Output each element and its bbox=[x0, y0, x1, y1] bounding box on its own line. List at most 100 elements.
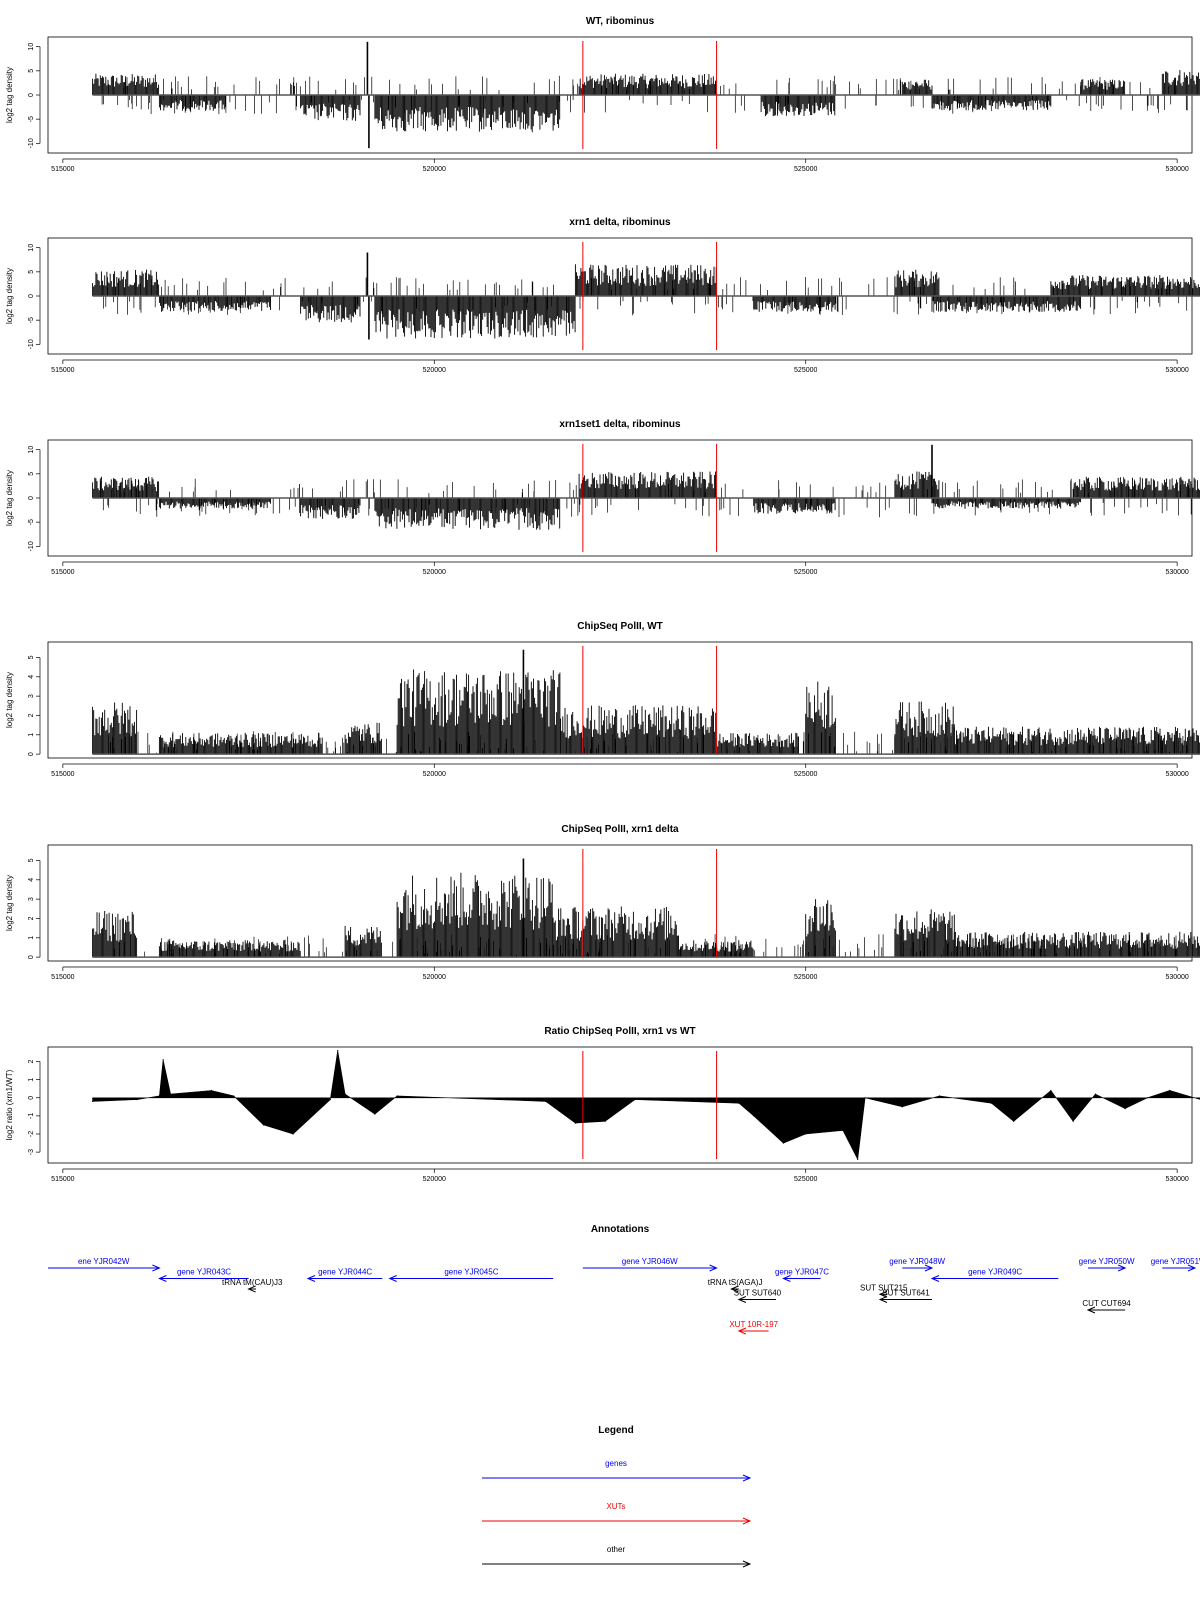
y-axis-label: log2 tag density bbox=[5, 67, 14, 123]
ratio-point-3 bbox=[158, 1095, 161, 1097]
coverage-bars bbox=[92, 858, 1200, 958]
ratio-point-16 bbox=[574, 1122, 577, 1124]
x-tick-label: 515000 bbox=[51, 1176, 74, 1183]
annotation-label: gene YJR046W bbox=[622, 1257, 678, 1266]
coverage-plus-region-1 bbox=[92, 702, 138, 755]
arrowhead bbox=[930, 1275, 940, 1282]
annotations-panel: Annotations ene YJR042W gene YJR043C gene Y… bbox=[48, 1224, 1200, 1335]
x-tick-label: 525000 bbox=[794, 1176, 817, 1183]
x-tick-label: 530000 bbox=[1165, 367, 1188, 374]
arrowhead bbox=[247, 1285, 256, 1293]
legend-panel: Legend genes XUTs other bbox=[482, 1425, 752, 1568]
y-tick-label: 5 bbox=[28, 270, 35, 274]
coverage-plus-region-9 bbox=[953, 931, 1200, 958]
ratio-point-14 bbox=[396, 1095, 398, 1097]
y-tick-label: 2 bbox=[28, 1059, 35, 1063]
coverage-plus-region-8 bbox=[894, 909, 955, 958]
y-tick-label: -10 bbox=[28, 541, 35, 551]
legend-label: genes bbox=[605, 1459, 627, 1468]
ratio-point-26 bbox=[901, 1106, 903, 1108]
legend-item-2: XUTs bbox=[482, 1502, 752, 1525]
ratio-point-20 bbox=[753, 1115, 755, 1117]
annotation-label: SUT SUT215 bbox=[860, 1283, 908, 1292]
arrowhead bbox=[737, 1327, 747, 1335]
coverage-plus-region-7 bbox=[805, 899, 836, 958]
x-tick-label: 515000 bbox=[51, 974, 74, 981]
y-tick-label: 2 bbox=[28, 916, 35, 920]
y-tick-label: 4 bbox=[28, 675, 35, 679]
arrowhead bbox=[730, 1285, 739, 1293]
ratio-point-2 bbox=[136, 1098, 138, 1101]
annotation-label: tRNA tM(CAU)J3 bbox=[222, 1278, 283, 1287]
panel-4: ChipSeq PolII, WT 5 4 3 2 1 0 log2 tag density 5… bbox=[5, 621, 1200, 778]
coverage-sparse-ticks bbox=[113, 934, 1193, 958]
arrowhead bbox=[742, 1517, 752, 1525]
coverage-sparse-ticks bbox=[107, 731, 1188, 755]
coverage-minus-region-5 bbox=[931, 296, 1081, 312]
x-tick-label: 520000 bbox=[423, 166, 446, 173]
arrowhead bbox=[1117, 1264, 1127, 1272]
x-tick-label: 530000 bbox=[1165, 569, 1188, 576]
arrowhead bbox=[878, 1290, 888, 1298]
coverage-plus-region-2 bbox=[158, 940, 301, 958]
ratio-point-8 bbox=[262, 1124, 265, 1126]
y-tick-label: -5 bbox=[28, 116, 35, 122]
arrowhead bbox=[388, 1275, 397, 1282]
arrowhead bbox=[742, 1560, 752, 1568]
y-tick-label: 0 bbox=[28, 955, 35, 959]
legend-label: other bbox=[607, 1545, 626, 1554]
x-tick-label: 515000 bbox=[51, 771, 74, 778]
annotation-15: SUT SUT641 bbox=[878, 1289, 932, 1303]
y-tick-label: 5 bbox=[28, 69, 35, 73]
y-tick-label: -1 bbox=[28, 1113, 35, 1119]
annotation-label: gene YJR048W bbox=[889, 1257, 945, 1266]
panel-title: Ratio ChipSeq PolII, xrn1 vs WT bbox=[544, 1026, 695, 1037]
y-tick-label: -10 bbox=[28, 339, 35, 349]
coverage-sparse-ticks bbox=[100, 478, 1192, 518]
coverage-bars bbox=[92, 444, 1200, 530]
panel-title: ChipSeq PolII, WT bbox=[577, 621, 663, 632]
y-tick-label: 0 bbox=[28, 752, 35, 756]
coverage-plus-region-1 bbox=[92, 269, 160, 296]
arrowhead bbox=[1187, 1264, 1197, 1272]
x-tick-label: 525000 bbox=[794, 166, 817, 173]
ratio-point-28 bbox=[990, 1102, 993, 1104]
y-tick-label: -5 bbox=[28, 317, 35, 323]
arrowhead bbox=[1086, 1306, 1096, 1314]
legend-label: XUTs bbox=[606, 1502, 625, 1511]
x-tick-label: 525000 bbox=[794, 367, 817, 374]
panel-title: xrn1 delta, ribominus bbox=[569, 217, 671, 228]
x-tick-label: 520000 bbox=[423, 1176, 446, 1183]
coverage-plus-region-1 bbox=[92, 73, 160, 95]
annotation-label: ene YJR042W bbox=[78, 1257, 130, 1266]
coverage-minus-region-2 bbox=[300, 95, 361, 121]
coverage-plus-region-5 bbox=[552, 906, 679, 958]
ratio-point-25 bbox=[864, 1097, 866, 1099]
annotation-label: SUT SUT640 bbox=[734, 1289, 782, 1298]
y-tick-label: 5 bbox=[28, 472, 35, 476]
coverage-plus-region-3 bbox=[894, 471, 940, 498]
arrowhead bbox=[742, 1474, 752, 1482]
coverage-minus-region-2 bbox=[300, 296, 361, 323]
panel-1: WT, ribominus 10 5 0 -5 -10 log2 tag density 51… bbox=[5, 16, 1200, 173]
ratio-point-22 bbox=[805, 1133, 807, 1135]
annotation-2: gene YJR043C bbox=[158, 1268, 249, 1282]
annotation-label: gene YJR047C bbox=[775, 1268, 829, 1277]
panel-title: WT, ribominus bbox=[586, 16, 655, 27]
coverage-minus-region-3 bbox=[374, 95, 561, 133]
annotation-label: gene YJR045C bbox=[444, 1268, 498, 1277]
ratio-point-23 bbox=[842, 1129, 844, 1131]
annotation-10: gene YJR051W bbox=[1151, 1257, 1200, 1272]
coverage-minus-region-1 bbox=[158, 498, 271, 509]
annotation-9: gene YJR050W bbox=[1079, 1257, 1135, 1272]
x-tick-label: 515000 bbox=[51, 569, 74, 576]
ratio-point-17 bbox=[604, 1120, 606, 1122]
coverage-plus-region-7 bbox=[805, 681, 836, 755]
ratio-point-32 bbox=[1094, 1093, 1097, 1095]
x-tick-label: 520000 bbox=[423, 974, 446, 981]
annotation-label: gene YJR049C bbox=[968, 1268, 1022, 1277]
ratio-point-7 bbox=[233, 1095, 235, 1097]
y-tick-label: 3 bbox=[28, 694, 35, 698]
legend-title: Legend bbox=[598, 1425, 634, 1436]
